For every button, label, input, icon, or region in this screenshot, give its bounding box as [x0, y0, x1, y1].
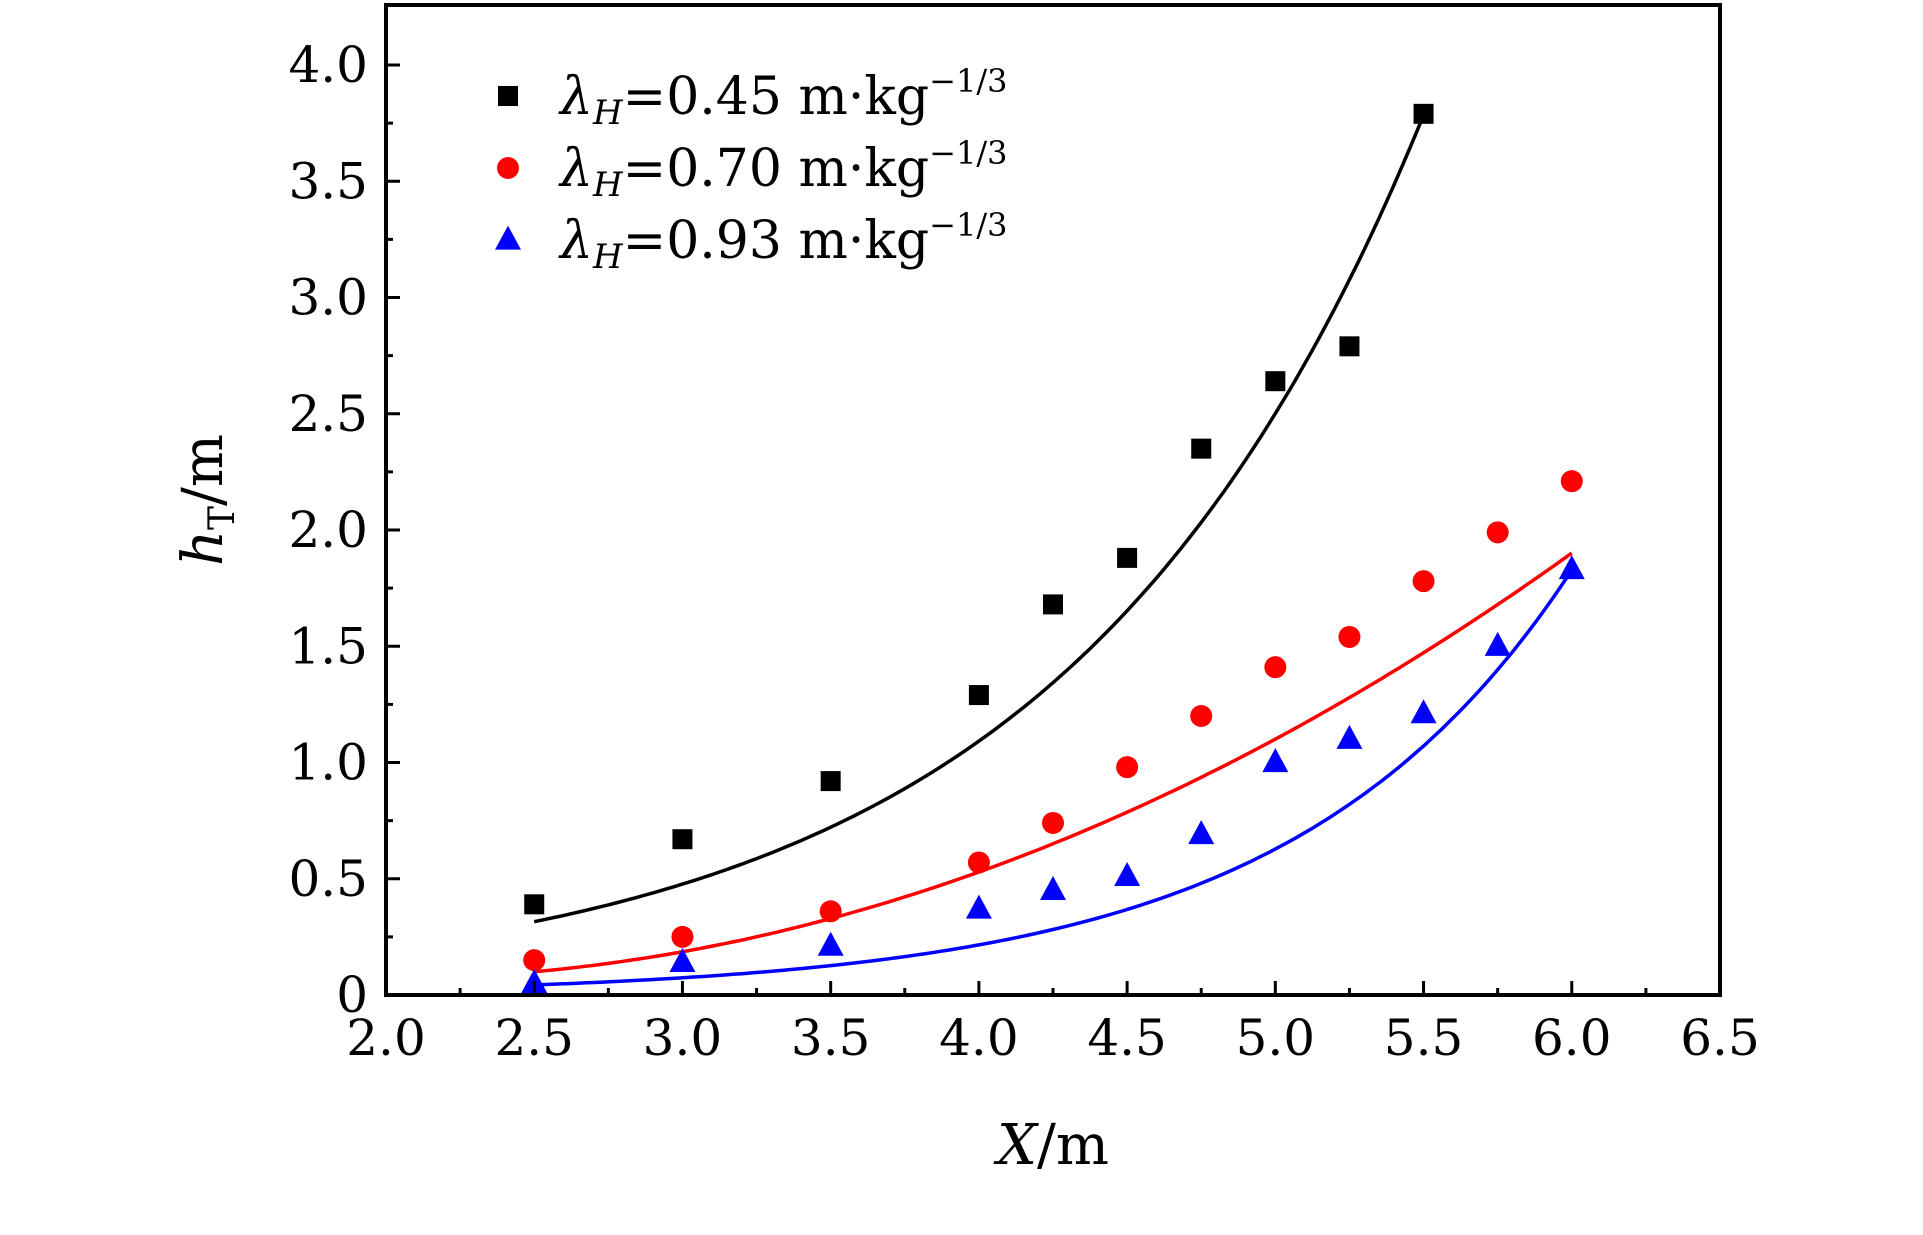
data-point-series-3	[1188, 820, 1215, 845]
data-point-series-1	[1117, 547, 1138, 568]
x-axis-ticks: 2.0 2.5 3.0 3.5 4.0 4.5 5.0 5.5 6.0 6.5	[346, 981, 1760, 1067]
fit-curve-series-2	[534, 551, 1573, 974]
data-point-series-3	[1336, 724, 1363, 749]
x-tick-label: 2.0	[346, 1009, 426, 1067]
x-tick-label: 6.5	[1680, 1009, 1760, 1067]
y-tick-label: 3.0	[288, 269, 368, 327]
x-tick-label: 5.5	[1384, 1009, 1464, 1067]
data-point-series-2	[967, 851, 990, 874]
x-tick-label: 5.0	[1236, 1009, 1316, 1067]
data-point-series-1	[524, 894, 545, 915]
fit-curves	[533, 114, 1574, 987]
data-point-series-3	[1114, 862, 1141, 887]
fit-curve-series-3	[534, 569, 1574, 987]
data-point-series-3	[1410, 699, 1437, 724]
x-tick-label: 6.0	[1532, 1009, 1612, 1067]
data-point-series-2	[1116, 756, 1139, 779]
data-point-series-2	[1412, 570, 1435, 593]
y-axis-title: hT/m	[171, 434, 243, 566]
x-axis-title: X/m	[993, 1113, 1109, 1178]
data-point-series-1	[1413, 103, 1434, 124]
data-point-series-1	[1043, 594, 1063, 615]
data-point-series-3	[1040, 875, 1066, 900]
legend-label-3: λH=0.93 m·kg−1/3	[558, 206, 1007, 277]
x-tick-label: 2.5	[494, 1009, 574, 1067]
legend-marker-1	[498, 86, 518, 106]
data-point-series-1	[820, 771, 841, 792]
legend-marker-2	[497, 157, 519, 179]
y-tick-label: 4.0	[288, 36, 368, 94]
legend-marker-3	[495, 225, 521, 250]
data-point-series-1	[968, 685, 989, 706]
y-tick-label: 2.5	[288, 385, 368, 443]
data-points	[521, 103, 1585, 993]
data-point-series-2	[671, 925, 694, 948]
data-point-series-2	[1486, 521, 1509, 544]
legend: λH=0.45 m·kg−1/3λH=0.70 m·kg−1/3λH=0.93 …	[495, 62, 1007, 277]
data-point-series-3	[1484, 631, 1511, 656]
fit-curve-series-1	[533, 114, 1426, 924]
y-tick-label: 0.5	[288, 850, 368, 908]
y-tick-label: 0	[336, 966, 368, 1024]
data-point-series-2	[1042, 811, 1064, 834]
data-point-series-2	[1190, 705, 1213, 727]
data-point-series-2	[1560, 470, 1583, 493]
data-point-series-1	[1191, 438, 1212, 459]
data-point-series-3	[521, 968, 548, 993]
y-axis-ticks: 0 0.5 1.0 1.5 2.0 2.5 3.0 3.5 4.0	[288, 36, 400, 1024]
data-point-series-2	[819, 900, 842, 923]
x-tick-label: 4.5	[1087, 1009, 1167, 1067]
data-point-series-3	[965, 894, 992, 919]
x-tick-label: 3.0	[643, 1009, 723, 1067]
y-tick-label: 3.5	[288, 152, 368, 210]
x-tick-label: 4.0	[939, 1009, 1019, 1067]
data-point-series-2	[1264, 656, 1287, 679]
data-point-series-3	[817, 931, 844, 956]
svg-text:hT/m: hT/m	[171, 434, 243, 566]
data-point-series-3	[1262, 748, 1289, 773]
legend-label-1: λH=0.45 m·kg−1/3	[558, 62, 1007, 133]
legend-label-2: λH=0.70 m·kg−1/3	[558, 134, 1007, 205]
data-point-series-2	[523, 949, 546, 972]
y-tick-label: 1.0	[288, 734, 368, 792]
data-point-series-1	[672, 829, 693, 850]
y-tick-label: 2.0	[288, 501, 368, 559]
data-point-series-1	[1339, 336, 1360, 357]
data-point-series-3	[669, 948, 696, 973]
data-point-series-3	[1558, 555, 1585, 580]
data-point-series-2	[1338, 625, 1361, 648]
data-point-series-1	[1265, 371, 1286, 392]
x-tick-label: 3.5	[791, 1009, 871, 1067]
y-tick-label: 1.5	[288, 617, 368, 675]
